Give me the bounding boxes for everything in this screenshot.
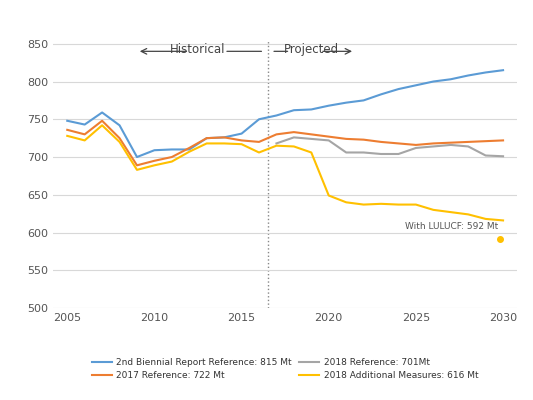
Text: With LULUCF: 592 Mt: With LULUCF: 592 Mt — [405, 222, 498, 231]
Legend: 2nd Biennial Report Reference: 815 Mt, 2017 Reference: 722 Mt, 2018 Reference: 7: 2nd Biennial Report Reference: 815 Mt, 2… — [88, 354, 482, 384]
Text: Projected: Projected — [284, 42, 339, 56]
Text: Historical: Historical — [170, 42, 226, 56]
